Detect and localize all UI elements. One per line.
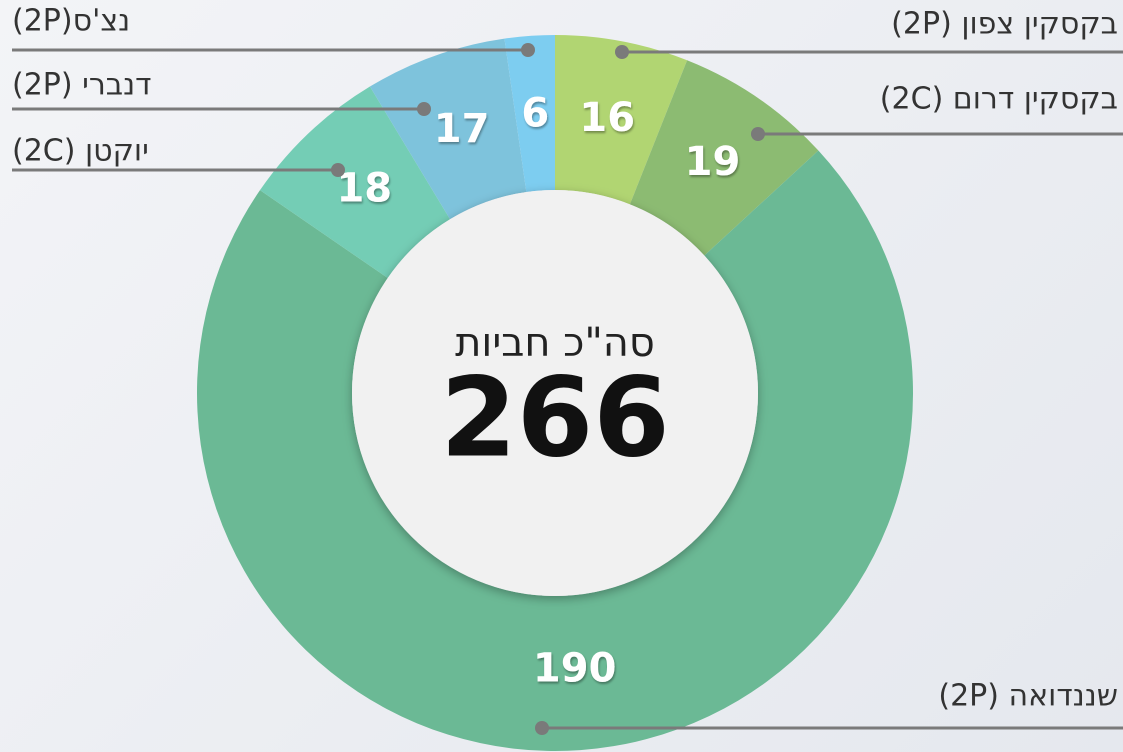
slice <box>260 86 451 278</box>
center-total: 266 <box>440 353 670 481</box>
leader-dot <box>521 43 535 57</box>
slice <box>196 150 914 752</box>
legend-label: דנברי (2P) <box>12 68 152 103</box>
legend-label: בקסקין דרום (2C) <box>880 82 1118 117</box>
leader-dot <box>535 721 549 735</box>
leader-dot <box>615 45 629 59</box>
value-label: 16 <box>579 95 635 141</box>
leader-dot <box>751 127 765 141</box>
legend-label: בקסקין צפון (2P) <box>891 7 1118 42</box>
slice <box>369 38 527 220</box>
leader-dot <box>331 163 345 177</box>
value-label: 190 <box>533 645 617 691</box>
legend-label: נצ'ס(2P) <box>12 4 130 39</box>
slice <box>555 35 688 205</box>
legend-label: שננדואה (2P) <box>938 679 1118 714</box>
value-label: 17 <box>434 106 490 152</box>
value-label: 19 <box>685 139 741 185</box>
leader-dot <box>417 102 431 116</box>
value-label: 6 <box>521 91 549 137</box>
slice <box>504 35 555 193</box>
center-circle <box>352 190 758 596</box>
center-title: סה"כ חביות <box>455 320 655 366</box>
value-label: 18 <box>336 166 392 212</box>
slice <box>629 60 819 256</box>
legend-label: יוקטן (2C) <box>12 134 149 169</box>
